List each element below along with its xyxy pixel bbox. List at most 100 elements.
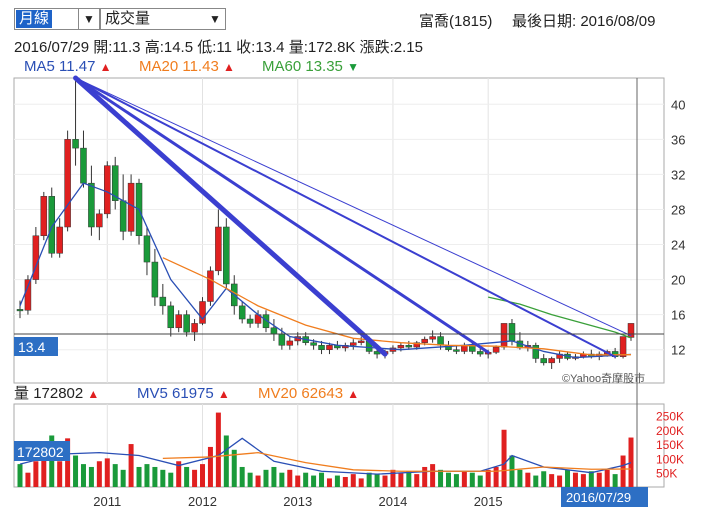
volume-marker-label: 172802 — [17, 444, 64, 460]
quote-high: 14.5 — [163, 39, 194, 56]
volume-bar — [580, 474, 586, 487]
quote-date: 2016/07/29 — [14, 39, 90, 56]
candle-body — [151, 261, 159, 298]
volume-bar — [628, 437, 634, 487]
price-tick-label: 32 — [671, 167, 685, 182]
volume-bar — [541, 471, 547, 487]
volume-bar — [184, 466, 190, 487]
chevron-down-icon[interactable]: ▼ — [209, 12, 221, 26]
ma5-line — [19, 182, 632, 359]
volume-bar — [430, 464, 436, 487]
candle-body — [199, 301, 206, 324]
volume-bar — [207, 446, 213, 487]
mv5-legend: MV5 61975 ▲ — [137, 385, 230, 402]
quote-close: 13.4 — [255, 39, 285, 56]
price-panel — [13, 77, 665, 384]
trendline — [75, 77, 632, 337]
candle-body — [111, 165, 119, 201]
volume-bar — [73, 455, 79, 487]
period-select[interactable]: 月線 ▼ — [14, 8, 100, 30]
ma5-legend: MA5 11.47 ▲ — [24, 58, 112, 75]
candle-body — [167, 305, 175, 329]
price-tick-label: 40 — [671, 97, 685, 112]
price-marker — [14, 337, 58, 356]
ma20-line — [162, 257, 632, 356]
volume-bar — [88, 466, 94, 487]
volume-tick-label: 150K — [656, 438, 684, 452]
candle-body — [318, 345, 325, 350]
chevron-down-icon[interactable]: ▼ — [78, 9, 99, 29]
volume-bar — [319, 472, 325, 487]
volume-bar — [525, 472, 531, 487]
volume-bar — [612, 474, 618, 487]
volume-bar — [572, 472, 578, 487]
volume-bar — [168, 472, 174, 487]
volume-bar — [557, 475, 563, 487]
x-tick-label: 2011 — [93, 494, 121, 509]
candle-body — [191, 323, 198, 333]
volume-bar — [176, 461, 182, 487]
candle-body — [223, 226, 230, 285]
trendline — [74, 76, 490, 354]
volume-bar — [445, 472, 451, 487]
ma60-line — [488, 296, 632, 339]
ma60-legend: MA60 13.35 ▼ — [262, 58, 359, 75]
volume-bar — [414, 474, 420, 487]
candle-body — [413, 342, 421, 348]
candle-body — [238, 305, 246, 320]
volume-bar — [501, 429, 507, 487]
volume-bar — [438, 469, 444, 487]
candle-body — [397, 345, 405, 349]
volume-bar — [33, 461, 39, 487]
volume-bar — [231, 449, 237, 487]
candle-body — [326, 345, 333, 350]
indicator-select-value: 成交量 — [105, 10, 151, 27]
candle-body — [476, 351, 484, 355]
x-tick-label: 2013 — [283, 494, 312, 509]
period-select-value: 月線 — [16, 10, 53, 28]
trendline — [73, 75, 388, 357]
volume-bar — [239, 466, 245, 487]
volume-bar — [374, 474, 380, 487]
x-tick-label: 2014 — [378, 494, 407, 509]
volume-bar — [485, 469, 491, 487]
volume-bar — [17, 464, 23, 487]
candle-body — [508, 323, 516, 342]
candle-body — [215, 226, 222, 272]
indicator-select[interactable]: 成交量 ▼ — [100, 8, 226, 30]
volume-bar — [342, 476, 348, 487]
candle-body — [532, 345, 540, 359]
candle-body — [72, 139, 79, 149]
candle-body — [548, 358, 555, 364]
volume-bar — [104, 458, 110, 487]
volume-bar — [350, 474, 356, 487]
volume-bar — [303, 472, 309, 487]
stock-name: 富喬(1815) — [419, 13, 493, 30]
ma20-legend: MA20 11.43 ▲ — [139, 58, 235, 75]
candle-body — [119, 200, 127, 232]
volume-bar — [192, 469, 198, 487]
candle-body — [421, 338, 428, 343]
volume-bar — [271, 466, 277, 487]
volume-bar — [25, 472, 31, 487]
candle-body — [207, 270, 214, 302]
volume-bar — [223, 435, 229, 487]
price-tick-label: 24 — [671, 238, 685, 253]
volume-bar — [112, 464, 118, 487]
candle-body — [80, 147, 87, 184]
mv20-legend: MV20 62643 ▲ — [258, 385, 359, 402]
candle-body — [619, 336, 627, 357]
volume-bar — [120, 469, 126, 487]
volume-bar — [144, 464, 150, 487]
quote-volume: 172.8K — [307, 39, 356, 56]
volume-bar — [96, 461, 102, 487]
volume-bar — [366, 472, 372, 487]
candle-body — [183, 314, 190, 333]
volume-bar — [263, 469, 269, 487]
volume-marker — [14, 441, 70, 461]
volume-bar — [469, 472, 475, 487]
volume-bar — [533, 475, 539, 487]
volume-bar — [295, 475, 301, 487]
quote-low: 11 — [216, 39, 232, 56]
volume-bar — [509, 455, 515, 487]
